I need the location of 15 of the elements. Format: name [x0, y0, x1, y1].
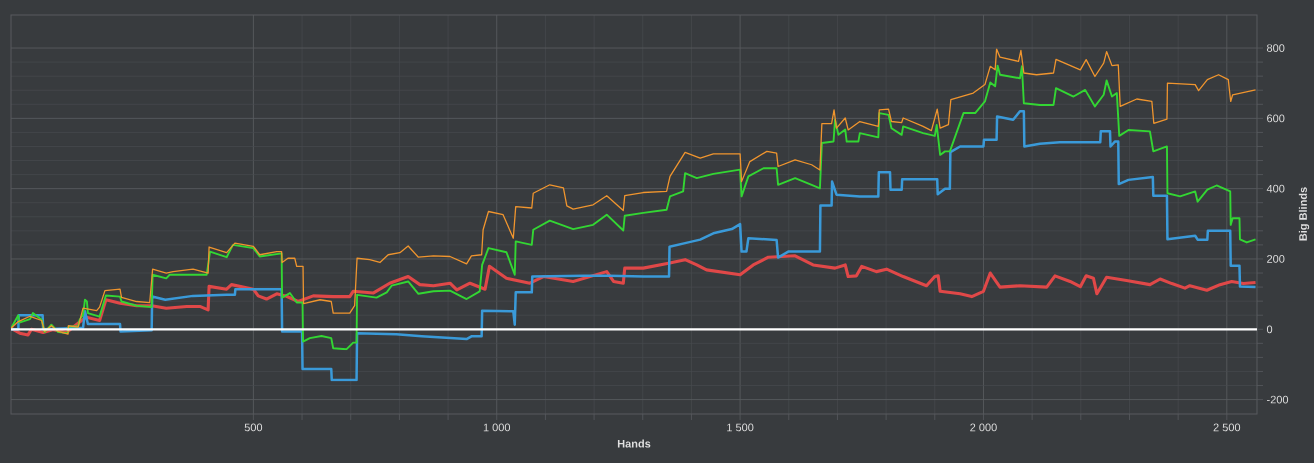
- y-tick-label: -200: [1267, 395, 1289, 404]
- y-tick-label: 600: [1267, 114, 1285, 123]
- y-tick-label: 0: [1266, 325, 1273, 334]
- y-tick-label: 200: [1267, 255, 1285, 263]
- y-tick-label: 800: [1267, 44, 1285, 52]
- y-axis-title: Big Blinds: [1298, 187, 1310, 241]
- y-tick-label: 400: [1266, 184, 1285, 193]
- line-series: [11, 254, 1257, 337]
- line-series: [11, 110, 1257, 382]
- x-tick-label: 2 000: [970, 423, 997, 432]
- x-tick-label: 1 000: [483, 423, 511, 432]
- x-tick-label: 2 500: [1213, 423, 1241, 432]
- x-tick-label: 500: [244, 423, 263, 432]
- x-tick-label: 1 500: [727, 423, 754, 432]
- x-axis-title: Hands: [617, 439, 651, 448]
